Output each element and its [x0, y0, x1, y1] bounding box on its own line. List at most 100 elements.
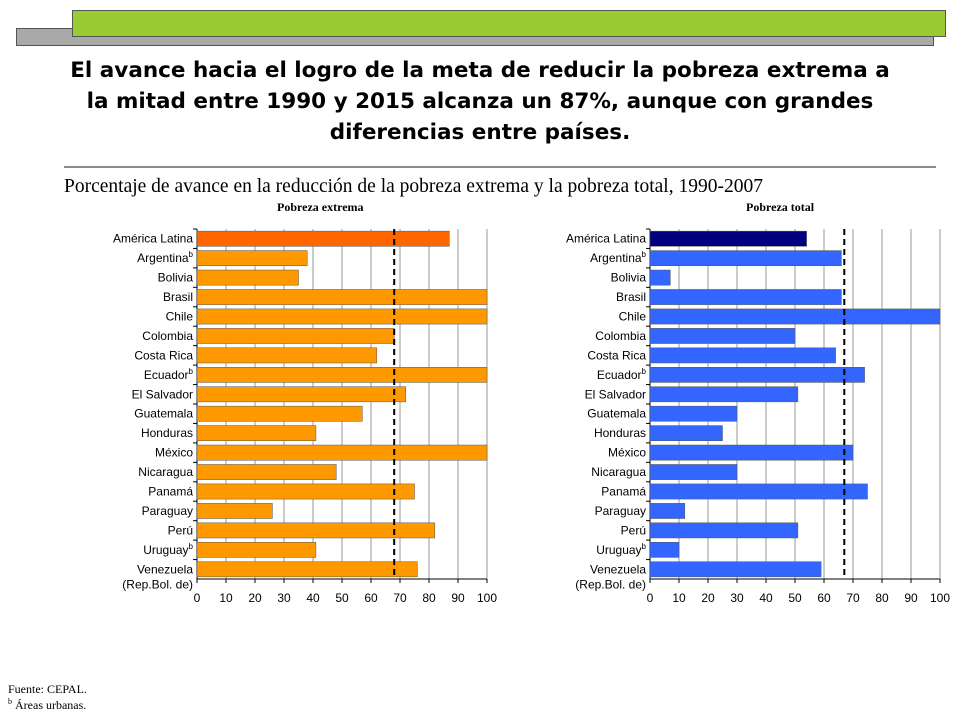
extrema-bar — [196, 230, 450, 247]
extrema-category-label: Nicaragua — [138, 465, 193, 479]
headline: El avance hacia el logro de la meta de r… — [70, 58, 890, 145]
footnote-marker: b — [8, 697, 12, 706]
extrema-category-label-line2: (Rep.Bol. de) — [122, 577, 193, 591]
extrema-bar — [196, 328, 395, 344]
extrema-bar — [196, 425, 317, 442]
extrema-x-tick-label: 20 — [248, 591, 262, 605]
extrema-bar — [196, 367, 488, 383]
total-bar — [649, 483, 868, 500]
extrema-category-label: Paraguay — [142, 504, 193, 518]
extrema-category-label: Ecuadorb — [144, 367, 194, 382]
extrema-category-label: Honduras — [141, 426, 193, 440]
total-category-label: Panamá — [601, 485, 646, 499]
extrema-x-tick-label: 10 — [219, 591, 233, 605]
total-bar — [649, 250, 842, 266]
extrema-category-label: El Salvador — [132, 387, 193, 401]
extrema-bar — [196, 405, 363, 422]
total-bar — [649, 347, 836, 364]
extrema-bar — [196, 542, 317, 558]
total-category-label: Venezuela — [590, 562, 646, 576]
extrema-x-tick-label: 50 — [335, 591, 349, 605]
source-note: Fuente: CEPAL. — [8, 682, 87, 696]
total-bar — [649, 425, 723, 442]
footnote-text: Áreas urbanas. — [15, 698, 87, 712]
total-x-tick-label: 40 — [759, 591, 773, 605]
extrema-category-label: Colombia — [142, 329, 193, 343]
extrema-category-label: Bolivia — [158, 271, 194, 285]
total-bar — [649, 230, 807, 247]
total-category-label: Costa Rica — [587, 348, 646, 362]
total-category-label: Nicaragua — [591, 465, 646, 479]
extrema-bar — [196, 308, 488, 325]
extrema-x-tick-label: 40 — [306, 591, 320, 605]
total-bar — [649, 522, 799, 539]
total-bar — [649, 444, 854, 461]
total-category-label: Chile — [619, 310, 647, 324]
extrema-bar — [196, 522, 436, 539]
total-bar — [649, 405, 738, 422]
total-category-label: Colombia — [595, 329, 646, 343]
total-category-label: El Salvador — [585, 387, 646, 401]
total-bar — [649, 542, 680, 558]
total-category-label: Paraguay — [595, 504, 646, 518]
total-category-label: Perú — [621, 523, 646, 537]
extrema-bar — [196, 561, 418, 578]
total-x-tick-label: 90 — [904, 591, 918, 605]
extrema-category-label: Perú — [168, 523, 193, 537]
total-category-label: Guatemala — [587, 407, 646, 421]
extrema-category-label: Venezuela — [137, 562, 193, 576]
divider-line — [64, 166, 936, 168]
extrema-bar — [196, 386, 407, 403]
total-x-tick-label: 60 — [817, 591, 831, 605]
extrema-category-label: Argentinab — [137, 250, 193, 265]
extrema-x-tick-label: 90 — [451, 591, 465, 605]
total-bar — [649, 328, 796, 344]
extrema-bar — [196, 289, 488, 305]
total-bar — [649, 503, 686, 519]
extrema-x-tick-label: 60 — [364, 591, 378, 605]
banner-green-bar — [72, 10, 946, 37]
extrema-category-label: Costa Rica — [134, 348, 193, 362]
total-x-tick-label: 30 — [730, 591, 744, 605]
extrema-x-tick-label: 30 — [277, 591, 291, 605]
total-x-tick-label: 10 — [672, 591, 686, 605]
total-x-tick-label: 20 — [701, 591, 715, 605]
total-x-tick-label: 70 — [846, 591, 860, 605]
total-bar — [649, 308, 941, 325]
extrema-bar — [196, 464, 337, 480]
extrema-x-tick-label: 100 — [477, 591, 497, 605]
total-bar — [649, 289, 842, 305]
extrema-category-label: América Latina — [113, 232, 193, 246]
extrema-category-label: Uruguayb — [143, 542, 193, 557]
total-x-tick-label: 0 — [647, 591, 654, 605]
total-bar — [649, 367, 865, 383]
total-category-label: Uruguayb — [596, 542, 646, 557]
panel-title-extrema: Pobreza extrema — [277, 200, 364, 214]
total-category-label: Brasil — [616, 290, 646, 304]
extrema-category-label: Panamá — [148, 485, 193, 499]
total-category-label: Bolivia — [611, 271, 647, 285]
total-category-label: Honduras — [594, 426, 646, 440]
extrema-x-tick-label: 80 — [422, 591, 436, 605]
extrema-x-tick-label: 70 — [393, 591, 407, 605]
total-x-tick-label: 80 — [875, 591, 889, 605]
total-bar — [649, 386, 799, 403]
extrema-bar — [196, 483, 415, 500]
total-category-label-line2: (Rep.Bol. de) — [575, 577, 646, 591]
total-bar — [649, 269, 671, 286]
total-x-tick-label: 50 — [788, 591, 802, 605]
extrema-bar — [196, 347, 378, 364]
extrema-category-label: México — [155, 446, 193, 460]
extrema-category-label: Brasil — [163, 290, 193, 304]
total-bar — [649, 464, 738, 480]
extrema-x-tick-label: 0 — [194, 591, 201, 605]
chart-subtitle: Porcentaje de avance en la reducción de … — [64, 176, 763, 197]
total-x-tick-label: 100 — [930, 591, 950, 605]
total-bar — [649, 561, 822, 578]
total-category-label: México — [608, 446, 646, 460]
panel-title-total: Pobreza total — [746, 200, 815, 214]
extrema-category-label: Chile — [166, 310, 194, 324]
total-category-label: Argentinab — [590, 250, 646, 265]
extrema-bar — [196, 503, 273, 519]
